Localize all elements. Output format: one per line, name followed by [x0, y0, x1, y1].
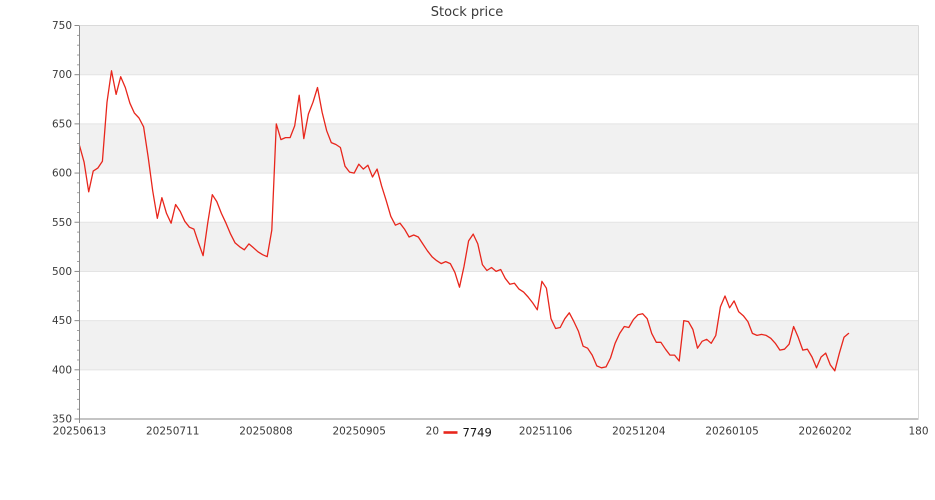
y-tick-label-650: 650: [52, 118, 72, 130]
x-tick-label-6: 20251204: [612, 426, 666, 438]
y-tick-label-700: 700: [52, 69, 72, 81]
y-tick-label-750: 750: [52, 20, 72, 32]
y-tick-label-550: 550: [52, 217, 72, 229]
x-tick-label-3: 20250905: [332, 426, 385, 438]
price-line: [78, 70, 850, 372]
hband-400-450: [80, 320, 918, 370]
x-tick-label-0: 20250613: [53, 426, 106, 438]
legend-series-label: 7749: [463, 426, 492, 440]
legend: 7749: [439, 423, 498, 442]
y-tick-label-350: 350: [52, 414, 72, 426]
x-tick-label-2: 20250808: [239, 426, 292, 438]
y-tick-label-500: 500: [52, 266, 72, 278]
plot-background-bands: [80, 25, 918, 370]
hband-700-750: [80, 25, 918, 75]
price-line-series: [78, 70, 850, 372]
x-tick-label-7: 20260105: [705, 426, 758, 438]
y-axis-tick-labels: 350 400 450 500 550 600 650 700 750: [52, 20, 72, 426]
y-tick-label-600: 600: [52, 168, 72, 180]
legend-background: [439, 423, 498, 442]
y-tick-label-450: 450: [52, 315, 72, 327]
hband-600-650: [80, 123, 918, 174]
hband-500-550: [80, 222, 918, 272]
chart-title: Stock price: [431, 5, 503, 20]
x-tick-label-9: 180: [908, 426, 928, 438]
y-tick-label-400: 400: [52, 364, 72, 376]
y-axis-ticks: [74, 25, 80, 420]
x-tick-label-8: 20260202: [799, 426, 852, 438]
y-gridlines: [80, 74, 918, 371]
axes-spines: [79, 25, 919, 423]
x-tick-label-5: 20251106: [519, 426, 573, 438]
x-tick-label-1: 20250711: [146, 426, 199, 438]
